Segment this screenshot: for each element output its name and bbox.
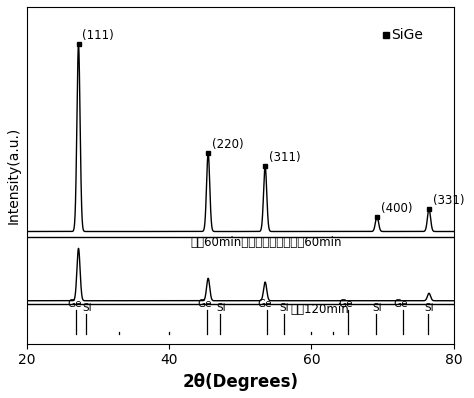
Text: Si: Si xyxy=(280,303,289,313)
Text: Si: Si xyxy=(424,303,434,313)
Text: Si: Si xyxy=(216,303,226,313)
Text: Si: Si xyxy=(82,303,92,313)
Text: Ge: Ge xyxy=(338,299,353,309)
Text: 保渤120min: 保渤120min xyxy=(290,302,349,316)
X-axis label: 2θ(Degrees): 2θ(Degrees) xyxy=(182,373,298,391)
Text: Ge: Ge xyxy=(257,299,272,309)
Text: 保温60min冷却后再次熔融保温60min: 保温60min冷却后再次熔融保温60min xyxy=(191,236,342,249)
Text: Ge: Ge xyxy=(393,299,408,309)
Text: Si: Si xyxy=(372,303,382,313)
Text: (111): (111) xyxy=(82,29,114,43)
Text: Ge: Ge xyxy=(197,299,212,309)
Text: (331): (331) xyxy=(433,194,464,207)
Y-axis label: Intensity(a.u.): Intensity(a.u.) xyxy=(7,127,21,224)
Text: (220): (220) xyxy=(212,138,243,151)
Text: (311): (311) xyxy=(269,151,301,164)
Text: (400): (400) xyxy=(381,202,412,215)
Text: SiGe: SiGe xyxy=(391,28,423,42)
Text: Ge: Ge xyxy=(67,299,82,309)
